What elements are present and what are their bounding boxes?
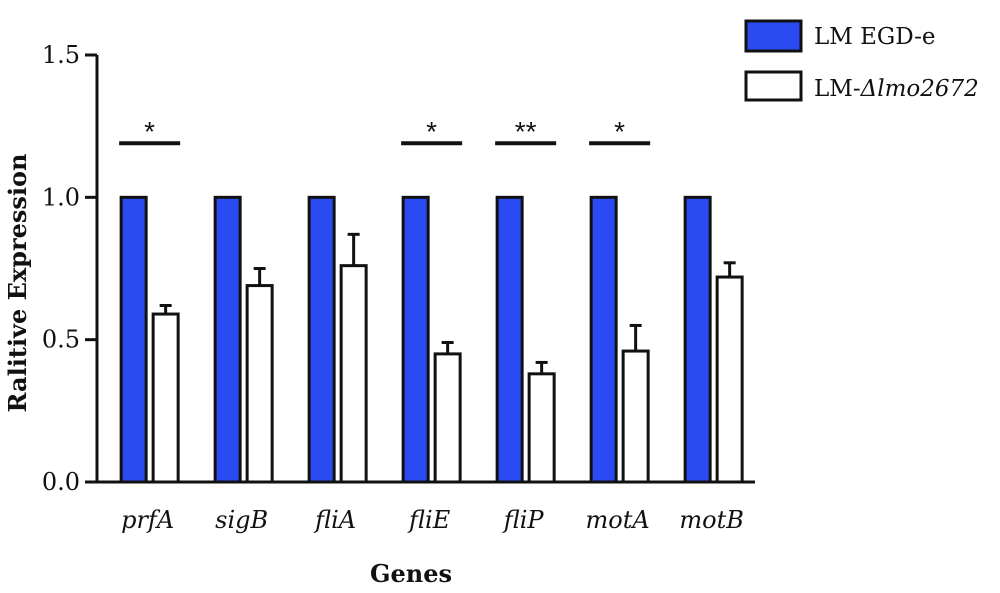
x-tick-label-fliA: fliA: [313, 506, 356, 534]
bar-motB-lm-egd-e: [683, 195, 712, 484]
bar-sigB-lm-lmo2672: [245, 284, 274, 484]
legend-swatch-lm-lmo2672: [744, 70, 803, 102]
bars: [119, 195, 744, 484]
significance-markers: * * ** *: [119, 116, 651, 147]
y-tick-label: 0.0: [42, 468, 80, 496]
bar-motA-lm-egd-e: [589, 195, 618, 484]
y-tick-label: 1.5: [42, 41, 80, 69]
y-tick-label: 0.5: [42, 326, 80, 354]
y-ticks: 0.0 0.5 1.0 1.5: [42, 41, 97, 496]
x-tick-label-fliE: fliE: [407, 506, 451, 534]
significance-label-motA: *: [614, 116, 625, 147]
legend-label-lm-lmo2672: LM-Δlmo2672: [814, 76, 979, 102]
legend: LM EGD-e LM-Δlmo2672: [744, 19, 979, 102]
x-tick-label-motA: motA: [586, 506, 650, 534]
x-tick-label-prfA: prfA: [121, 506, 174, 534]
significance-label-fliE: *: [426, 116, 437, 147]
y-axis-title: Ralitive Expression: [3, 154, 32, 413]
x-tick-labels: prfA sigB fliA fliE fliP motA motB: [121, 506, 744, 534]
x-tick-label-fliP: fliP: [502, 506, 545, 534]
bar-fliE-lm-lmo2672: [433, 352, 462, 484]
bar-fliA-lm-egd-e: [307, 195, 336, 484]
x-axis-title: Genes: [370, 559, 452, 588]
bar-fliP-lm-lmo2672: [527, 372, 556, 484]
significance-label-prfA: *: [144, 116, 155, 147]
legend-swatch-lm-egd-e: [744, 19, 803, 53]
bar-fliA-lm-lmo2672: [339, 264, 368, 484]
x-tick-label-sigB: sigB: [215, 506, 268, 534]
bar-fliP-lm-egd-e: [495, 195, 524, 484]
legend-label-prefix: LM-: [814, 76, 861, 102]
bar-motB-lm-lmo2672: [715, 275, 744, 484]
legend-label-lm-egd-e: LM EGD-e: [814, 24, 936, 50]
x-tick-label-motB: motB: [679, 506, 744, 534]
y-tick-label: 1.0: [42, 183, 80, 211]
bar-sigB-lm-egd-e: [213, 195, 242, 484]
legend-label-italic: Δlmo2672: [860, 76, 979, 102]
significance-label-fliP: **: [515, 116, 537, 147]
bar-fliE-lm-egd-e: [401, 195, 430, 484]
bar-motA-lm-lmo2672: [621, 349, 650, 484]
bar-prfA-lm-egd-e: [119, 195, 148, 484]
bar-prfA-lm-lmo2672: [151, 312, 180, 484]
